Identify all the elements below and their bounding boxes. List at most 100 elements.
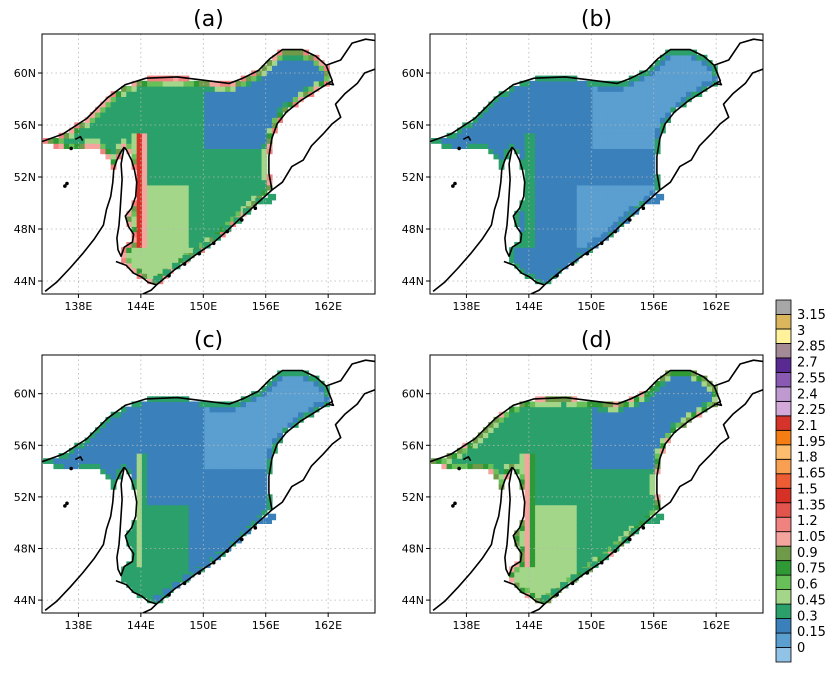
field-cell bbox=[670, 416, 677, 423]
field-cell bbox=[602, 138, 609, 144]
field-cell bbox=[157, 525, 164, 532]
field-cell bbox=[136, 463, 143, 470]
field-cell bbox=[95, 127, 101, 134]
field-cell bbox=[141, 179, 148, 186]
field-cell bbox=[126, 432, 133, 439]
field-cell bbox=[214, 138, 221, 144]
field-cell bbox=[498, 101, 505, 108]
field-cell bbox=[633, 179, 640, 186]
field-cell bbox=[519, 91, 526, 97]
field-cell bbox=[561, 422, 567, 428]
field-cell bbox=[560, 262, 569, 270]
field-cell bbox=[592, 200, 599, 207]
field-cell bbox=[597, 96, 604, 103]
field-cell bbox=[193, 499, 200, 506]
field-cell bbox=[141, 242, 148, 248]
field-cell bbox=[219, 132, 226, 139]
field-cell bbox=[167, 210, 174, 217]
field-cell bbox=[266, 117, 273, 123]
field-cell bbox=[167, 184, 174, 191]
field-cell bbox=[157, 80, 164, 87]
field-cell bbox=[540, 231, 547, 238]
field-cell bbox=[84, 447, 91, 454]
field-cell bbox=[266, 427, 273, 433]
field-cell bbox=[514, 582, 521, 588]
field-cell bbox=[204, 530, 211, 537]
field-cell bbox=[597, 158, 604, 165]
field-cell bbox=[115, 437, 122, 444]
field-cell bbox=[162, 106, 169, 113]
field-cell bbox=[136, 514, 143, 521]
field-cell bbox=[147, 504, 153, 511]
field-cell bbox=[136, 221, 143, 227]
field-cell bbox=[256, 473, 263, 480]
field-cell bbox=[292, 65, 299, 71]
field-cell bbox=[245, 148, 252, 155]
island bbox=[555, 274, 559, 278]
field-cell bbox=[597, 535, 604, 542]
field-cell bbox=[162, 164, 169, 170]
field-cell bbox=[235, 463, 242, 470]
field-cell bbox=[193, 216, 200, 222]
field-cell bbox=[576, 504, 583, 511]
field-cell bbox=[550, 540, 557, 547]
field-cell bbox=[84, 138, 91, 144]
field-cell bbox=[566, 231, 573, 238]
field-cell bbox=[488, 112, 495, 118]
field-cell bbox=[225, 535, 231, 542]
field-cell bbox=[121, 127, 127, 134]
field-cell bbox=[618, 489, 625, 495]
field-cell bbox=[193, 551, 200, 557]
field-cell bbox=[167, 174, 174, 181]
field-cell bbox=[79, 132, 86, 139]
field-cell bbox=[162, 226, 169, 233]
field-cell bbox=[141, 184, 148, 191]
field-cell bbox=[519, 268, 526, 274]
field-cell bbox=[592, 514, 599, 521]
field-cell bbox=[555, 509, 562, 516]
field-cell bbox=[251, 478, 257, 485]
field-cell bbox=[602, 86, 609, 92]
field-cell bbox=[225, 205, 231, 212]
field-cell bbox=[566, 576, 573, 583]
field-cell bbox=[581, 242, 588, 248]
field-cell bbox=[147, 195, 153, 201]
field-cell bbox=[141, 437, 148, 444]
field-cell bbox=[665, 86, 671, 92]
field-cell bbox=[580, 248, 590, 255]
field-cell bbox=[188, 520, 195, 526]
field-cell bbox=[477, 432, 484, 439]
field-cell bbox=[152, 252, 159, 259]
field-cell bbox=[193, 442, 200, 449]
field-cell bbox=[613, 540, 619, 547]
field-cell bbox=[141, 453, 148, 459]
field-cell bbox=[488, 463, 495, 470]
field-cell bbox=[545, 242, 552, 248]
field-cell bbox=[644, 138, 651, 144]
field-cell bbox=[235, 86, 242, 92]
field-cell bbox=[540, 453, 547, 459]
field-cell bbox=[592, 468, 599, 475]
field-cell bbox=[261, 101, 268, 108]
field-cell bbox=[685, 401, 692, 408]
field-cell bbox=[131, 143, 138, 149]
field-cell bbox=[152, 96, 159, 103]
field-cell bbox=[199, 489, 205, 495]
field-cell bbox=[126, 96, 133, 103]
field-cell bbox=[545, 75, 552, 82]
field-cell bbox=[665, 60, 671, 66]
field-cell bbox=[178, 80, 185, 87]
field-cell bbox=[561, 432, 567, 439]
field-cell bbox=[691, 49, 697, 56]
field-cell bbox=[488, 427, 495, 433]
field-cell bbox=[488, 101, 495, 108]
field-cell bbox=[592, 174, 599, 181]
field-cell bbox=[519, 252, 526, 259]
field-cell bbox=[131, 205, 138, 212]
field-cell bbox=[193, 458, 200, 464]
field-cell bbox=[555, 530, 562, 537]
field-cell bbox=[535, 96, 541, 103]
field-cell bbox=[545, 540, 552, 547]
field-cell bbox=[167, 216, 174, 222]
field-cell bbox=[618, 169, 625, 175]
